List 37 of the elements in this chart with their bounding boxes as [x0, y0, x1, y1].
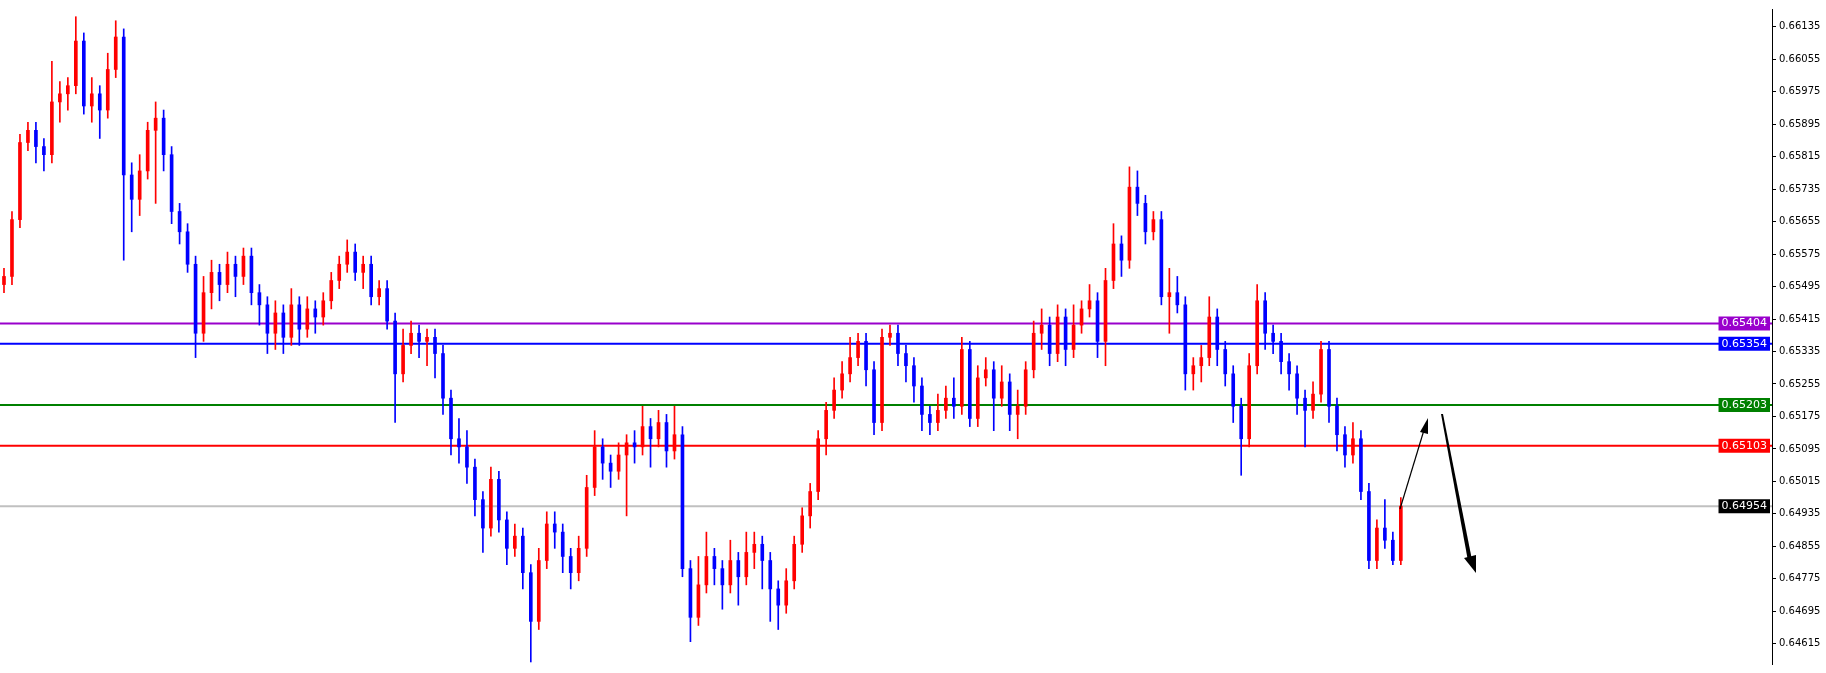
y-tick-label: 0.64775 [1779, 572, 1821, 584]
y-tick-label: 0.66135 [1779, 20, 1821, 32]
y-tick-label: 0.65975 [1779, 85, 1821, 97]
candlestick [952, 377, 956, 419]
y-tick-label: 0.65015 [1779, 474, 1821, 486]
ref-line-label: 0.65404 [1721, 316, 1768, 330]
y-tick-label: 0.65895 [1779, 117, 1821, 129]
y-tick-label: 0.65575 [1779, 247, 1821, 259]
y-tick-label: 0.65735 [1779, 182, 1821, 194]
ref-line-label: 0.65203 [1721, 397, 1768, 411]
y-tick-label: 0.66055 [1779, 52, 1821, 64]
y-tick-label: 0.64855 [1779, 539, 1821, 551]
candlestick [425, 328, 429, 367]
y-tick-label: 0.65335 [1779, 345, 1821, 357]
candlestick [1303, 389, 1307, 448]
candlestick [1383, 499, 1387, 549]
y-tick-label: 0.65415 [1779, 312, 1821, 324]
y-tick-label: 0.65255 [1779, 377, 1821, 389]
y-tick-label: 0.65095 [1779, 442, 1821, 454]
ref-line-label: 0.65354 [1721, 336, 1768, 350]
y-tick-label: 0.65815 [1779, 150, 1821, 162]
ref-line-label: 0.64954 [1721, 498, 1768, 512]
y-tick-label: 0.64935 [1779, 507, 1821, 519]
ref-line-label: 0.65103 [1721, 438, 1768, 452]
candlestick [1015, 389, 1020, 440]
candlestick [58, 81, 62, 123]
y-tick-label: 0.65175 [1779, 410, 1821, 422]
candlestick [552, 511, 557, 549]
y-tick-label: 0.65495 [1779, 280, 1821, 292]
candlestick [1199, 345, 1204, 383]
y-tick-label: 0.65655 [1779, 215, 1821, 227]
candlestick [888, 324, 892, 346]
candlestick [313, 300, 318, 334]
candlestick [457, 418, 461, 464]
y-tick-label: 0.64615 [1779, 637, 1821, 649]
y-tick-label: 0.64695 [1779, 604, 1821, 616]
candlestick [752, 531, 757, 569]
